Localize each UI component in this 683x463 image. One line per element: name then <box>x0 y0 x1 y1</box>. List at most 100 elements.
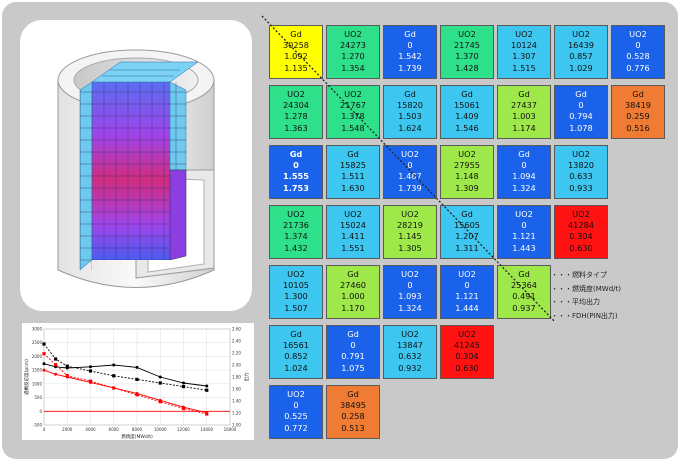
chart-y-right-tick: 2.40 <box>232 339 241 344</box>
assembly-power: 1.148 <box>455 171 479 182</box>
assembly-burnup: 41284 <box>567 220 595 231</box>
assembly-burnup: 13847 <box>396 340 424 351</box>
assembly-cell: UO2 0 0.525 0.772 <box>269 385 323 439</box>
assembly-type: UO2 <box>629 29 647 39</box>
assembly-power: 0.304 <box>569 231 593 242</box>
assembly-burnup: 10124 <box>510 40 538 51</box>
assembly-type: Gd <box>461 89 473 99</box>
assembly-cell: UO2 0 1.121 1.443 <box>497 205 551 259</box>
assembly-power: 0.857 <box>569 51 593 62</box>
assembly-type: UO2 <box>458 329 476 339</box>
assembly-power: 0.525 <box>284 411 308 422</box>
assembly-power: 0.852 <box>284 351 308 362</box>
assembly-cell: UO2 0 1.487 1.739 <box>383 145 437 199</box>
assembly-fdh: 1.739 <box>398 62 422 73</box>
assembly-burnup: 10105 <box>282 280 310 291</box>
assembly-type: Gd <box>290 329 302 339</box>
assembly-fdh: 1.443 <box>512 242 536 253</box>
assembly-burnup: 38495 <box>339 400 367 411</box>
assembly-power: 0.528 <box>626 51 650 62</box>
assembly-burnup: 41245 <box>453 340 481 351</box>
assembly-power: 0.304 <box>455 351 479 362</box>
assembly-burnup: 0 <box>464 280 470 291</box>
chart-point <box>205 412 209 416</box>
assembly-fdh: 1.029 <box>569 62 593 73</box>
chart-y-left-tick: 500 <box>34 395 42 400</box>
assembly-type: Gd <box>347 149 359 159</box>
chart-y-right-tick: 1.80 <box>232 375 241 380</box>
assembly-cell: Gd 15825 1.511 1.630 <box>326 145 380 199</box>
chart-y-right-tick: 1.60 <box>232 387 241 392</box>
assembly-burnup: 15820 <box>396 100 424 111</box>
chart-x-tick: 14000 <box>200 427 213 432</box>
assembly-fdh: 1.630 <box>341 182 365 193</box>
chart-point <box>158 400 162 404</box>
chart-point <box>42 368 46 372</box>
assembly-burnup: 30258 <box>282 40 310 51</box>
assembly-burnup: 15825 <box>339 160 367 171</box>
assembly-fdh: 1.363 <box>284 122 308 133</box>
assembly-fdh: 1.311 <box>455 242 479 253</box>
assembly-cell: Gd 16561 0.852 1.024 <box>269 325 323 379</box>
assembly-cell: UO2 41284 0.304 0.630 <box>554 205 608 259</box>
assembly-cell: Gd 15820 1.503 1.624 <box>383 85 437 139</box>
chart-x-tick: 8000 <box>132 427 143 432</box>
assembly-power: 1.278 <box>284 111 308 122</box>
assembly-power: 0.633 <box>569 171 593 182</box>
assembly-burnup: 0 <box>521 160 527 171</box>
assembly-power: 1.542 <box>398 51 422 62</box>
assembly-burnup: 38419 <box>624 100 652 111</box>
assembly-type: Gd <box>404 29 416 39</box>
chart-y-left-tick: 1500 <box>32 368 43 373</box>
chart-y-right-tick: 1.20 <box>232 411 241 416</box>
assembly-type: Gd <box>461 209 473 219</box>
assembly-type: UO2 <box>344 209 362 219</box>
chart-y-left-tick: 1000 <box>32 381 43 386</box>
chart-point <box>135 377 139 381</box>
assembly-cell: UO2 16439 0.857 1.029 <box>554 25 608 79</box>
assembly-power: 1.121 <box>455 291 479 302</box>
chart-point <box>54 372 58 376</box>
assembly-power: 1.503 <box>398 111 422 122</box>
assembly-burnup: 16439 <box>567 40 595 51</box>
assembly-burnup: 24273 <box>339 40 367 51</box>
assembly-type: Gd <box>347 389 359 399</box>
assembly-burnup: 21767 <box>339 100 367 111</box>
chart-point <box>88 379 93 383</box>
assembly-fdh: 1.515 <box>512 62 536 73</box>
chart-point <box>181 385 186 389</box>
chart-point <box>42 362 46 366</box>
assembly-cell: UO2 41245 0.304 0.630 <box>440 325 494 379</box>
chart-y-left-tick: 2500 <box>32 340 43 345</box>
assembly-burnup: 0 <box>293 160 299 171</box>
assembly-cell: UO2 24273 1.270 1.354 <box>326 25 380 79</box>
chart-y-left-tick: 3000 <box>32 327 43 332</box>
assembly-fdh: 0.776 <box>626 62 650 73</box>
assembly-fdh: 1.546 <box>455 122 479 133</box>
assembly-power: 1.307 <box>512 51 536 62</box>
chart-point <box>112 363 116 367</box>
assembly-fdh: 0.630 <box>455 362 479 373</box>
assembly-type: Gd <box>518 89 530 99</box>
assembly-fdh: 1.309 <box>455 182 479 193</box>
assembly-cell: Gd 25364 0.491 0.937 <box>497 265 551 319</box>
chart-point <box>112 386 116 390</box>
chart-point <box>65 364 69 368</box>
assembly-type: Gd <box>518 149 530 159</box>
assembly-power: 0.491 <box>512 291 536 302</box>
chart-point <box>205 384 209 388</box>
assembly-cell: UO2 0 0.528 0.776 <box>611 25 665 79</box>
assembly-fdh: 1.174 <box>512 122 536 133</box>
chart-y-right-tick: 1.00 <box>232 423 241 428</box>
assembly-type: UO2 <box>287 389 305 399</box>
assembly-power: 1.300 <box>284 291 308 302</box>
assembly-burnup: 0 <box>635 40 641 51</box>
assembly-burnup: 21736 <box>282 220 310 231</box>
chart-point <box>205 388 209 392</box>
assembly-fdh: 0.937 <box>512 302 536 313</box>
chart-left-axis-label: 過剰反応度(pcm) <box>23 359 30 395</box>
assembly-fdh: 1.075 <box>341 362 365 373</box>
chart-y-right-tick: 2.00 <box>232 363 241 368</box>
assembly-fdh: 0.516 <box>626 122 650 133</box>
